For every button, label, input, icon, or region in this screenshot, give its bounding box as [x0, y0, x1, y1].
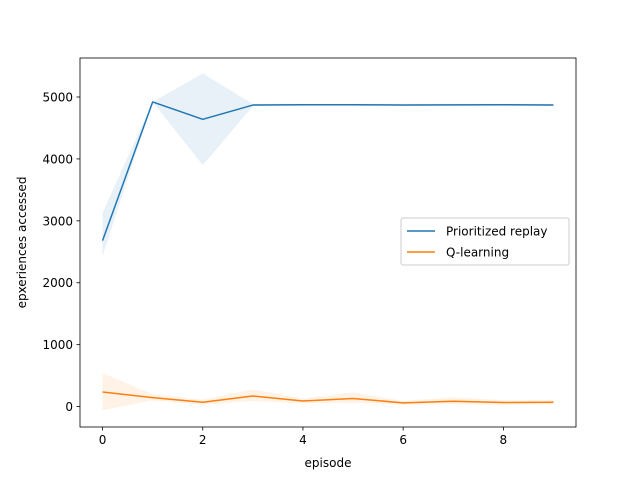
y-tick-label-4000: 4000: [42, 152, 73, 166]
series-lines: [101, 101, 554, 404]
band-prioritized-replay: [102, 73, 554, 257]
y-axis-label: epxeriences accessed: [15, 177, 29, 309]
plot-area-frame: [79, 57, 577, 428]
line-q-learning: [102, 391, 554, 404]
legend-box: [400, 217, 570, 266]
x-tick-label-0: 0: [99, 433, 107, 447]
y-tick-label-5000: 5000: [42, 91, 73, 105]
x-tick-label-6: 6: [399, 433, 407, 447]
legend-label-q-learning: Q-learning: [446, 246, 509, 260]
legend-label-prioritized-replay: Prioritized replay: [446, 225, 548, 239]
line-prioritized-replay: [101, 101, 554, 241]
legend: Prioritized replay Q-learning: [400, 217, 570, 266]
y-tick-label-0: 0: [65, 400, 73, 414]
x-axis-label: episode: [305, 456, 352, 470]
y-tick-label-2000: 2000: [42, 276, 73, 290]
y-axis: 0 1000 2000 3000 4000 5000: [42, 91, 80, 414]
y-tick-label-3000: 3000: [42, 214, 73, 228]
x-tick-label-8: 8: [500, 433, 508, 447]
y-tick-label-1000: 1000: [42, 338, 73, 352]
x-tick-label-2: 2: [199, 433, 207, 447]
x-tick-label-4: 4: [299, 433, 307, 447]
x-axis: 0 2 4 6 8: [99, 427, 507, 447]
